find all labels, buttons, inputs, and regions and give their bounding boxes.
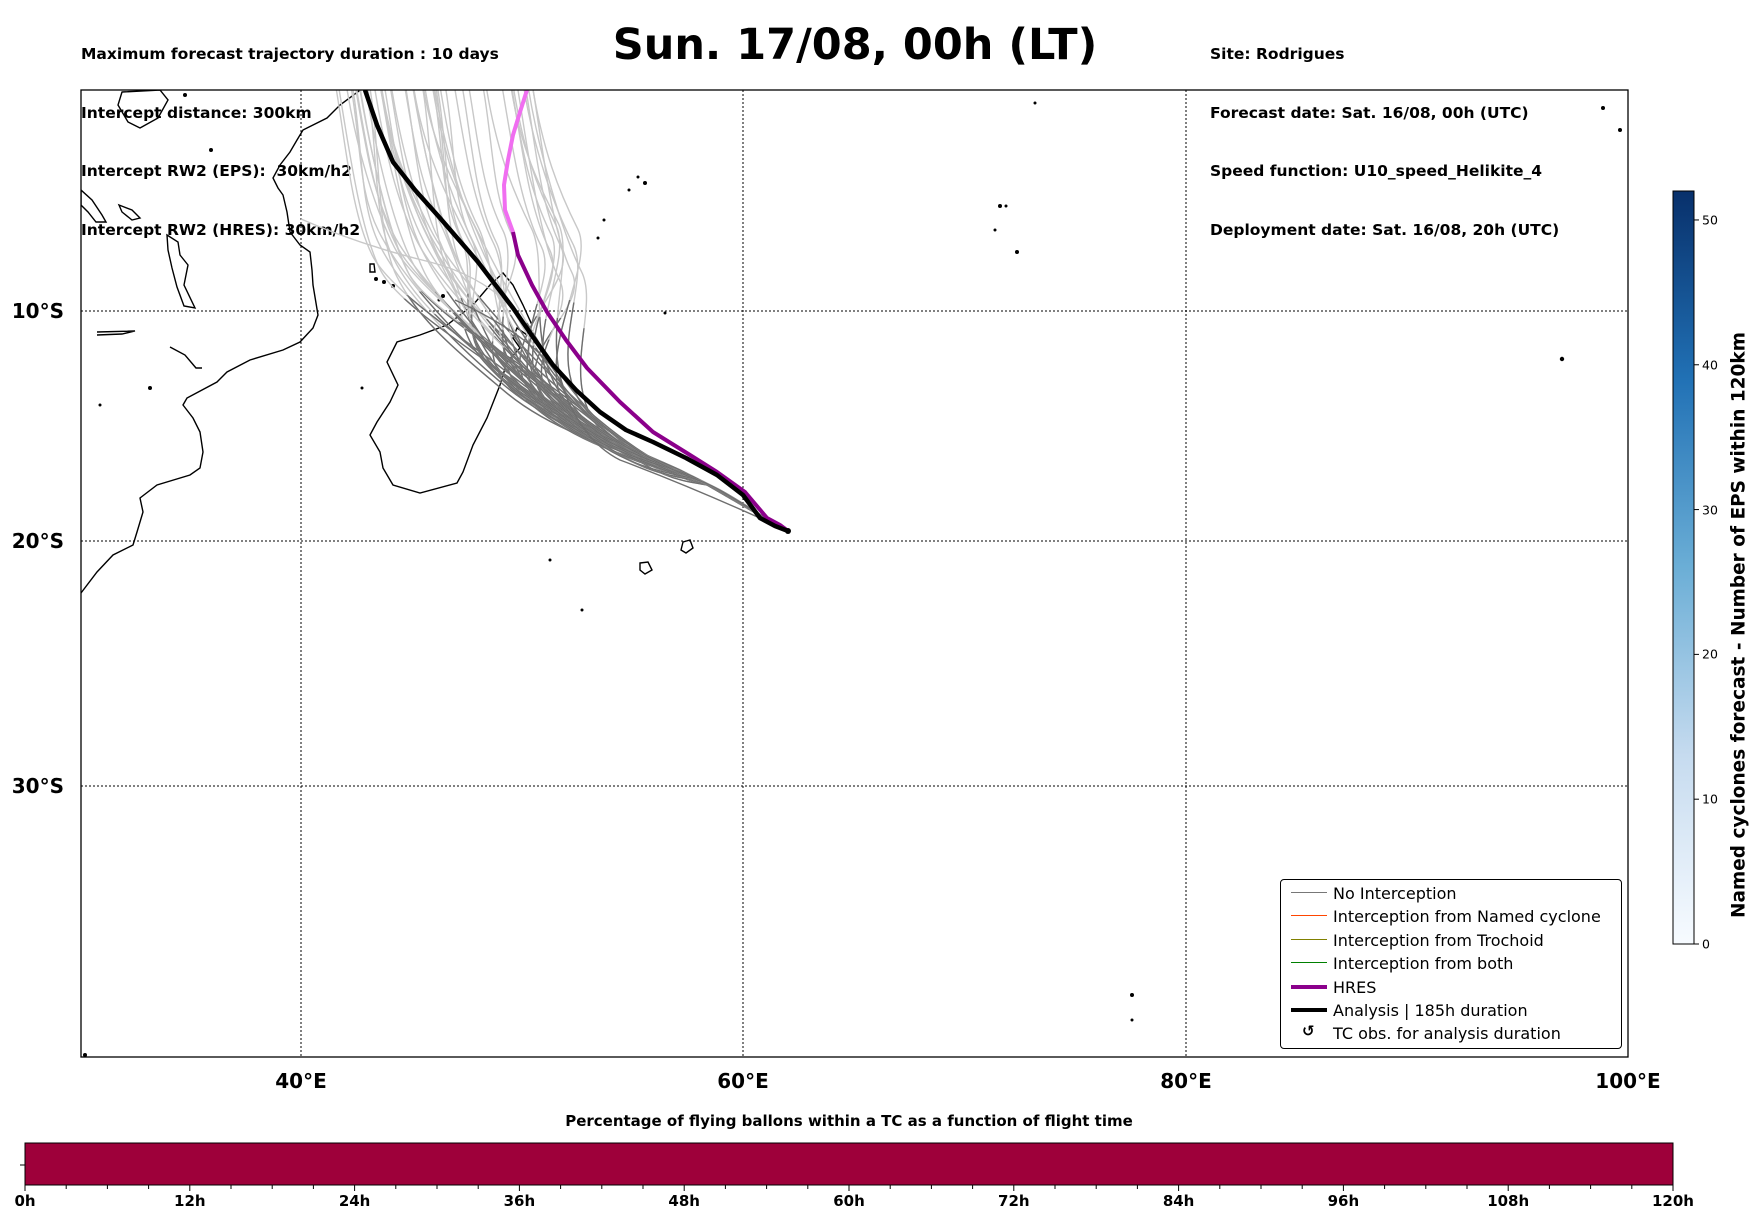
flight-bar-title: Percentage of flying ballons within a TC… [565, 1112, 1133, 1130]
ensemble-trajectories [300, 90, 789, 532]
legend-line [1291, 962, 1327, 963]
header-max-duration: Maximum forecast trajectory duration : 1… [81, 45, 499, 63]
lon-label-60e: 60°E [717, 1069, 769, 1093]
comoros [369, 263, 376, 273]
flight-bar-tick-label: 24h [338, 1192, 371, 1210]
hres-trajectory-early [502, 90, 529, 233]
named-cyclones-colorbar [1672, 190, 1695, 945]
legend-label: No Interception [1333, 883, 1457, 903]
colorbar-tick-label: 50 [1702, 212, 1718, 228]
flight-bar-tick-label: 48h [668, 1192, 700, 1210]
tc-obs-icon: ↺ [1302, 1022, 1315, 1040]
flight-bar-tick-label: 120h [1652, 1192, 1694, 1210]
legend-label: Interception from Named cyclone [1333, 906, 1601, 926]
legend-label: TC obs. for analysis duration [1333, 1023, 1561, 1043]
flight-bar-tick-label: 36h [503, 1192, 536, 1210]
ensemble-trajectory-outlier [300, 218, 514, 309]
flight-bar-tick-label: 84h [1162, 1192, 1195, 1210]
flight-bar-tick-label: 96h [1327, 1192, 1360, 1210]
analysis-trajectory [362, 90, 789, 534]
legend-line [1291, 892, 1327, 893]
colorbar-tick-label: 20 [1702, 646, 1718, 662]
colorbar-tick-label: 30 [1702, 502, 1718, 518]
header-intercept-hres: Intercept RW2 (HRES): 30km/h2 [81, 220, 361, 239]
legend-line [1291, 915, 1327, 916]
flight-time-bar [24, 1142, 1674, 1186]
flight-bar-tick-label: 108h [1487, 1192, 1530, 1210]
map-frame [80, 89, 1629, 1058]
legend-label: Interception from both [1333, 953, 1514, 973]
legend-label: HRES [1333, 977, 1377, 997]
gridlines [81, 90, 1628, 1057]
flight-bar-tick-label: 12h [174, 1192, 206, 1210]
legend-label: Interception from Trochoid [1333, 930, 1544, 950]
header-intercept-distance: Intercept distance: 300km [81, 103, 312, 122]
analysis-end-marker [785, 528, 791, 534]
lat-label-30s: 30°S [11, 774, 64, 798]
legend-line [1291, 1008, 1327, 1012]
colorbar-label: Named cyclones forecast - Number of EPS … [1728, 331, 1750, 919]
header-forecast-date: Forecast date: Sat. 16/08, 00h (UTC) [1210, 103, 1529, 122]
lat-label-10s: 10°S [11, 299, 64, 323]
page-title: Sun. 17/08, 00h (LT) [612, 20, 1098, 70]
lon-label-40e: 40°E [275, 1069, 327, 1093]
coastlines [81, 90, 694, 594]
header-site: Site: Rodrigues [1210, 45, 1345, 63]
river-zambezi [169, 346, 202, 369]
header-deployment-date: Deployment date: Sat. 16/08, 20h (UTC) [1210, 220, 1560, 239]
flight-bar-tick-label: 60h [833, 1192, 865, 1210]
lake-mweru [117, 203, 142, 221]
mauritius [639, 561, 653, 575]
lat-label-20s: 20°S [11, 529, 64, 553]
flight-bar-tick-label: 0h [14, 1192, 36, 1210]
lon-label-100e: 100°E [1595, 1069, 1661, 1093]
colorbar-tick-label: 40 [1702, 357, 1718, 373]
lon-label-80e: 80°E [1160, 1069, 1212, 1093]
flight-bar-tick-label: 72h [998, 1192, 1030, 1210]
lake-kariba [96, 330, 136, 336]
lake-malawi [166, 233, 197, 309]
colorbar-tick-label: 0 [1702, 936, 1710, 952]
legend-line [1291, 985, 1327, 989]
legend: No Interception Interception from Named … [1280, 879, 1622, 1049]
ensemble-trajectory-outlier [454, 299, 789, 532]
legend-label: Analysis | 185h duration [1333, 1000, 1528, 1020]
hres-trajectory [511, 231, 790, 533]
africa-coastline [81, 90, 362, 594]
header-intercept-eps: Intercept RW2 (EPS): 30km/h2 [81, 162, 352, 180]
header-right-info: Site: Rodrigues Forecast date: Sat. 16/0… [1210, 6, 1559, 260]
lake-victoria [117, 90, 169, 129]
header-speed-function: Speed function: U10_speed_Helikite_4 [1210, 162, 1543, 180]
header-left-info: Maximum forecast trajectory duration : 1… [81, 6, 499, 260]
reunion [680, 539, 694, 554]
colorbar-tick-label: 10 [1702, 791, 1718, 807]
legend-line [1291, 939, 1327, 940]
lake-tanganyika [81, 189, 108, 223]
